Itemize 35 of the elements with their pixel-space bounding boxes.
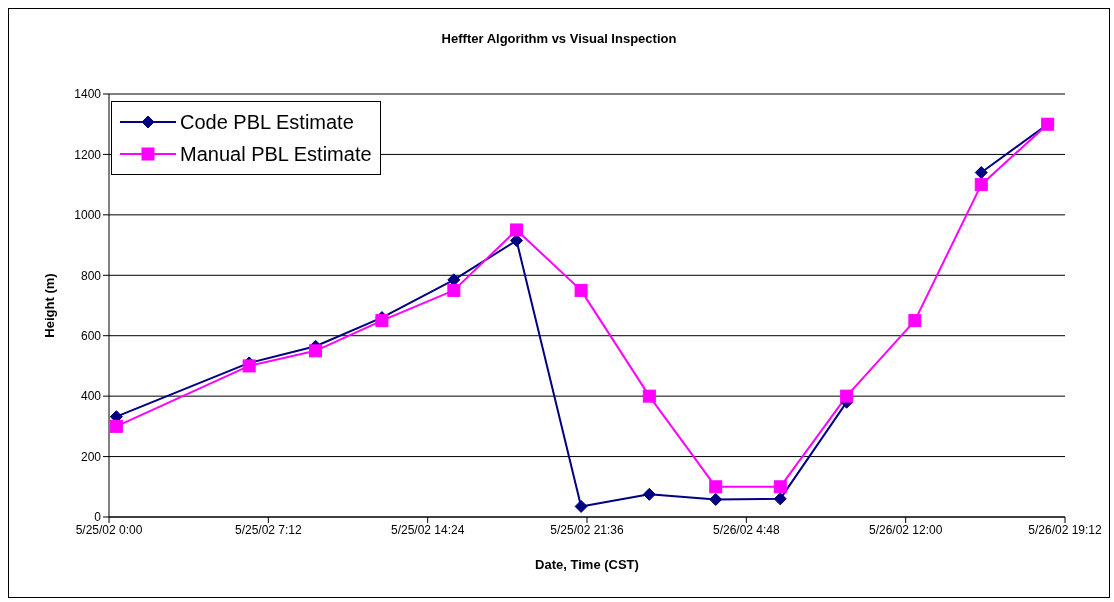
y-tick-label: 0 [94, 510, 102, 525]
x-tick-label: 5/26/02 12:00 [868, 522, 943, 537]
legend-label: Manual PBL Estimate [180, 142, 372, 167]
x-tick-label: 5/25/02 7:12 [234, 522, 303, 537]
point [642, 389, 656, 403]
point [510, 234, 524, 248]
point [309, 344, 323, 358]
x-tick-label: 5/26/02 19:12 [1028, 522, 1103, 537]
x-tick-label: 5/25/02 21:36 [550, 522, 625, 537]
point [709, 492, 723, 506]
x-tick-label: 5/26/02 4:48 [712, 522, 781, 537]
point [773, 480, 787, 494]
point [908, 314, 922, 328]
point [709, 480, 723, 494]
y-tick-label: 400 [80, 389, 102, 404]
x-tick-label: 5/25/02 14:24 [390, 522, 465, 537]
x-axis-title: Date, Time (CST) [535, 557, 639, 572]
legend-label: Code PBL Estimate [180, 110, 354, 135]
y-tick-label: 1200 [74, 147, 102, 162]
point [773, 492, 787, 506]
point [974, 166, 988, 180]
y-tick-label: 200 [80, 449, 102, 464]
chart-title: Heffter Algorithm vs Visual Inspection [440, 31, 678, 46]
point [574, 283, 588, 297]
point [642, 487, 656, 501]
point [840, 389, 854, 403]
y-tick-label: 600 [80, 328, 102, 343]
y-tick-label: 1000 [74, 208, 102, 223]
point [974, 178, 988, 192]
y-tick-label: 1400 [74, 87, 102, 102]
y-axis-title: Height (m) [41, 273, 57, 338]
point [510, 223, 524, 237]
x-tick-label: 5/25/02 0:00 [75, 522, 143, 537]
y-tick-label: 800 [80, 268, 102, 283]
point [574, 499, 588, 513]
